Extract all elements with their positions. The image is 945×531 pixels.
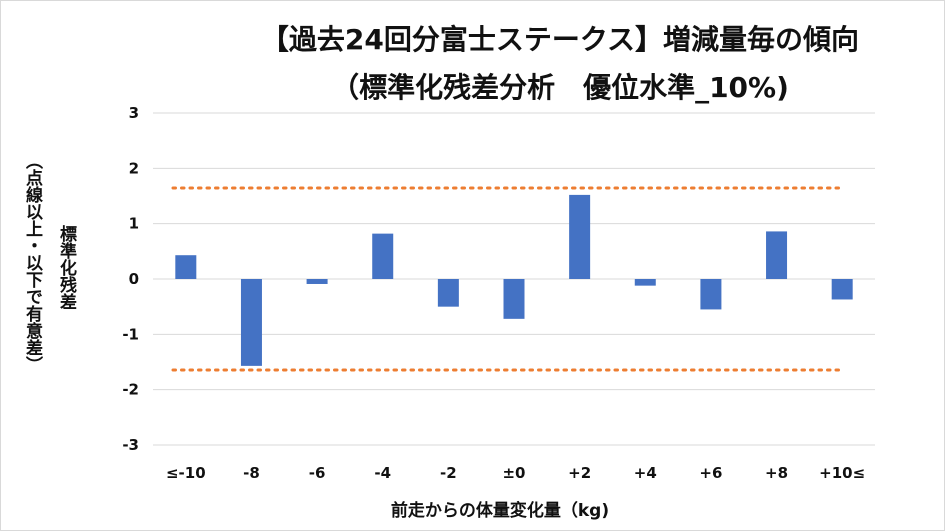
bar [831,279,853,300]
bar [700,279,722,310]
bar [569,194,591,279]
bar [634,279,656,286]
bar [766,231,788,279]
x-tick-label: -8 [243,464,260,482]
x-tick-label: +8 [765,464,788,482]
chart-title: 【過去24回分富士ステークス】増減量毎の傾向 [260,23,860,56]
y-axis-sublabel: （点線以上・以下で有意差） [22,152,42,373]
y-tick-label: 1 [129,215,139,233]
y-tick-label: -1 [122,325,139,343]
x-tick-label: -4 [374,464,391,482]
x-tick-label: +4 [634,464,657,482]
x-tick-label: +10≤ [819,464,865,482]
x-axis-label: 前走からの体量変化量（kg) [390,501,610,521]
y-axis-label: 標準化残差 [56,225,76,310]
x-tick-label: ±0 [502,464,525,482]
x-tick-label: ≤-10 [166,464,206,482]
bar [240,279,262,366]
chart-subtitle: （標準化残差分析 優位水準_10%) [331,71,789,104]
x-tick-label: -2 [440,464,457,482]
y-tick-label: -3 [122,436,139,454]
x-tick-label: +6 [699,464,722,482]
x-tick-label: -6 [309,464,326,482]
y-tick-label: 0 [129,270,139,288]
y-tick-label: -2 [122,381,139,399]
bar [503,279,525,319]
bar [306,279,328,284]
bar [437,279,459,307]
y-tick-label: 3 [129,104,139,122]
y-tick-label: 2 [129,159,139,177]
x-tick-label: +2 [568,464,591,482]
bar [372,233,394,279]
bar [175,255,197,279]
